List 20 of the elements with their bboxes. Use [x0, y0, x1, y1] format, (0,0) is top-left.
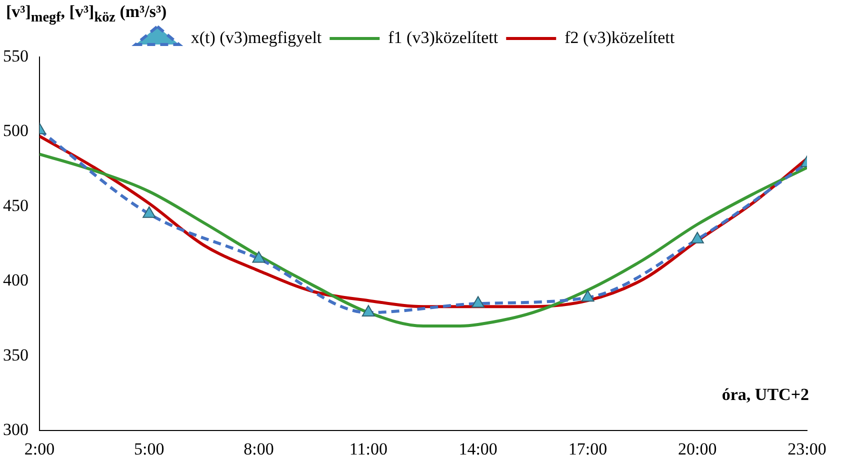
- x-tick-label: 23:00: [788, 439, 826, 458]
- y-tick-label: 500: [3, 121, 28, 140]
- y-tick-label: 450: [3, 196, 28, 215]
- legend-label: x(t) (v3)megfigyelt: [190, 28, 322, 47]
- y-tick-label: 400: [3, 270, 28, 290]
- x-tick-label: 5:00: [134, 439, 164, 458]
- y-tick-label: 550: [3, 46, 28, 66]
- x-tick-label: 11:00: [349, 439, 388, 458]
- x-axis-title: óra, UTC+2: [722, 385, 809, 405]
- y-axis-title: [v³]$_{megf}$, [v³]$_{köz}$ (m³/s³): [6, 2, 167, 26]
- line-series: [40, 152, 807, 328]
- y-tick-label: 350: [3, 345, 28, 364]
- x-tick-label: 20:00: [678, 439, 717, 458]
- x-tick-label: 2:00: [24, 439, 55, 458]
- legend-label: f1 (v3)közelített: [388, 28, 498, 47]
- x-tick-label: 17:00: [568, 439, 608, 458]
- x-tick-label: 8:00: [244, 439, 274, 458]
- y-tick-label: 300: [3, 420, 28, 440]
- legend-label: f2 (v3)közelített: [564, 28, 675, 47]
- x-tick-label: 14:00: [458, 439, 498, 458]
